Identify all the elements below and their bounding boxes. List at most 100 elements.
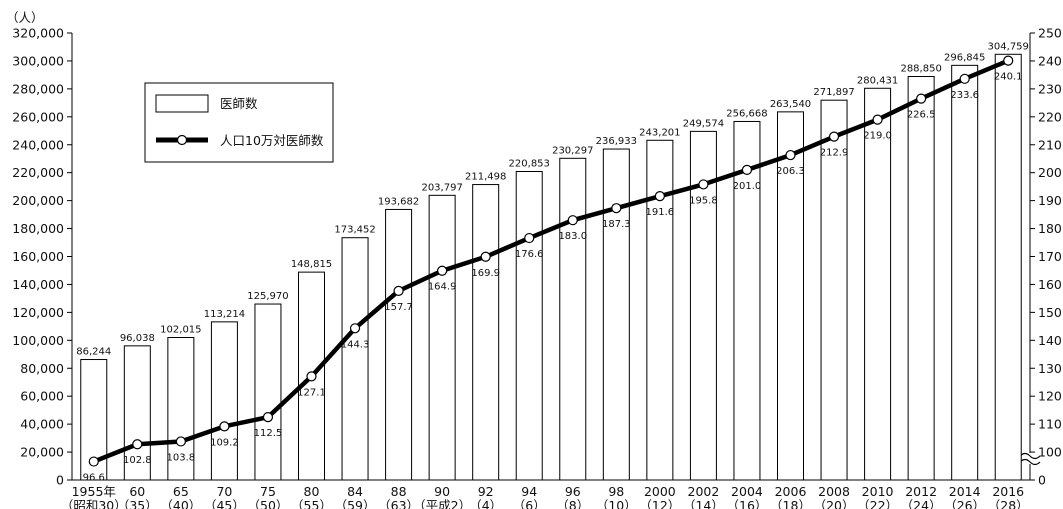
right-tick-label: 210: [1038, 137, 1062, 152]
bar-value-label: 203,797: [421, 182, 462, 193]
bar-value-label: 256,668: [726, 108, 767, 119]
right-tick-label: 230: [1038, 81, 1062, 96]
left-tick-label: 280,000: [12, 81, 64, 96]
left-tick-label: 20,000: [20, 445, 64, 460]
bar: [733, 120, 761, 481]
x-tick-label: 2012: [905, 484, 937, 499]
x-tick-sublabel: （昭和30）: [61, 498, 127, 509]
bar-value-label: 211,498: [465, 172, 506, 183]
x-tick-label: 2016: [992, 484, 1024, 499]
line-value-label: 169.9: [471, 268, 500, 279]
left-tick-label: 120,000: [12, 305, 64, 320]
bar: [385, 208, 413, 481]
x-tick-label: 1955年: [72, 484, 116, 499]
left-tick-label: 100,000: [12, 333, 64, 348]
line-value-label: 164.9: [428, 282, 457, 293]
x-tick-label: 2008: [818, 484, 850, 499]
line-marker: [567, 215, 578, 226]
right-tick-label: 130: [1038, 361, 1062, 376]
bar: [123, 345, 151, 481]
line-marker: [306, 371, 317, 382]
right-tick-label: 220: [1038, 109, 1062, 124]
bar-value-label: 280,431: [857, 75, 898, 86]
line-value-label: 183.0: [558, 231, 587, 242]
line-value-label: 240.1: [994, 72, 1023, 83]
x-tick-sublabel: （24）: [901, 498, 942, 509]
left-tick-label: 160,000: [12, 249, 64, 264]
axis-break-symbol: [1019, 452, 1041, 460]
axis-break-symbol: [1019, 458, 1041, 466]
line-value-label: 219.0: [863, 131, 892, 142]
right-tick-label: 140: [1038, 333, 1062, 348]
line-value-label: 233.6: [950, 90, 979, 101]
bar: [341, 237, 369, 481]
bar-value-label: 243,201: [639, 127, 680, 138]
line-value-label: 176.6: [515, 249, 544, 260]
x-tick-sublabel: （45）: [204, 498, 245, 509]
x-tick-label: 2010: [862, 484, 894, 499]
x-tick-sublabel: （8）: [556, 498, 589, 509]
x-tick-label: 92: [478, 484, 494, 499]
x-tick-sublabel: （10）: [596, 498, 637, 509]
bar: [428, 194, 456, 481]
bar-value-label: 304,759: [988, 41, 1029, 52]
bar-value-label: 86,244: [76, 347, 111, 358]
line-value-label: 157.7: [384, 302, 413, 313]
line-marker: [219, 421, 230, 432]
x-tick-label: 2006: [775, 484, 807, 499]
line-value-label: 103.8: [167, 452, 196, 463]
line-value-label: 109.2: [210, 437, 239, 448]
right-tick-label: 190: [1038, 193, 1062, 208]
legend-line-label: 人口10万対医師数: [220, 133, 324, 148]
bar-value-label: 230,297: [552, 145, 593, 156]
line-marker: [654, 191, 665, 202]
left-tick-label: 200,000: [12, 193, 64, 208]
left-tick-label: 220,000: [12, 165, 64, 180]
right-tick-label: 0: [1038, 473, 1046, 488]
right-tick-label: 240: [1038, 53, 1062, 68]
left-tick-label: 300,000: [12, 53, 64, 68]
bar-value-label: 220,853: [509, 158, 550, 169]
legend-bar-swatch: [155, 94, 209, 113]
y-unit-label: （人）: [6, 10, 44, 25]
right-tick-label: 180: [1038, 221, 1062, 236]
right-tick-label: 100: [1038, 445, 1062, 460]
left-tick-label: 320,000: [12, 26, 64, 41]
bar: [820, 99, 848, 481]
bar: [602, 148, 630, 481]
x-tick-label: 88: [391, 484, 407, 499]
x-tick-label: 94: [521, 484, 537, 499]
bar-value-label: 96,038: [120, 333, 155, 344]
x-tick-label: 65: [173, 484, 189, 499]
x-tick-sublabel: （35）: [117, 498, 158, 509]
x-tick-sublabel: （6）: [513, 498, 546, 509]
left-tick-label: 140,000: [12, 277, 64, 292]
line-value-label: 195.8: [689, 195, 718, 206]
x-tick-label: 2002: [688, 484, 720, 499]
x-tick-sublabel: （20）: [814, 498, 855, 509]
line-marker: [828, 131, 840, 142]
line-value-label: 226.5: [907, 110, 936, 121]
x-tick-label: 96: [565, 484, 581, 499]
x-tick-label: 2004: [731, 484, 763, 499]
x-tick-sublabel: （28）: [988, 498, 1029, 509]
x-tick-sublabel: （63）: [378, 498, 419, 509]
line-marker: [611, 203, 622, 214]
left-tick-label: 60,000: [20, 389, 64, 404]
right-tick-label: 170: [1038, 249, 1062, 264]
line-value-label: 96.6: [83, 473, 105, 484]
bar-value-label: 102,015: [160, 324, 201, 335]
line-marker: [524, 232, 535, 244]
line-marker: [959, 73, 970, 84]
x-tick-sublabel: （16）: [727, 498, 768, 509]
left-tick-label: 0: [56, 473, 64, 488]
line-value-label: 201.0: [733, 181, 762, 192]
line-value-label: 112.5: [254, 428, 283, 439]
x-tick-label: 80: [304, 484, 320, 499]
bar: [210, 321, 238, 481]
x-tick-label: 98: [608, 484, 624, 499]
line-value-label: 187.3: [602, 219, 631, 230]
line-marker: [1003, 55, 1014, 66]
line-value-label: 127.1: [297, 387, 326, 398]
